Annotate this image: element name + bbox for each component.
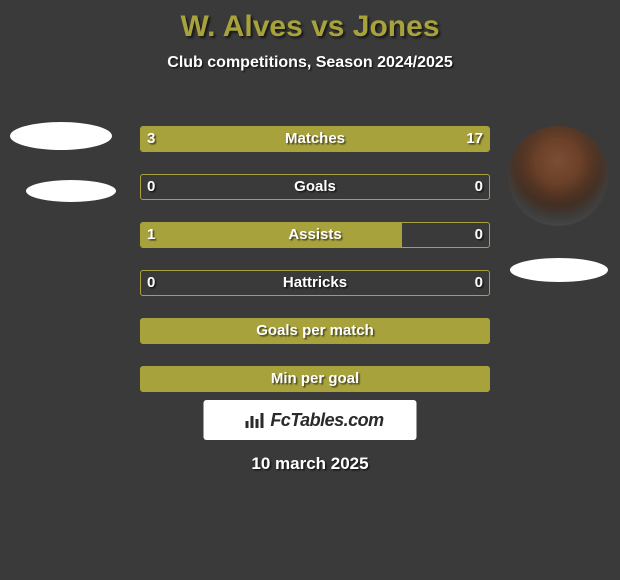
comparison-infographic: W. Alves vs Jones Club competitions, Sea…	[0, 0, 620, 580]
bar-label: Goals per match	[141, 319, 489, 343]
stat-bars: 317Matches 00Goals 10Assists 00Hattricks Goa…	[140, 126, 490, 414]
page-title: W. Alves vs Jones	[0, 0, 620, 44]
bar-label: Min per goal	[141, 367, 489, 391]
chart-bars-icon	[244, 411, 266, 429]
stat-bar-assists: 10Assists	[140, 222, 490, 248]
bar-label: Goals	[141, 175, 489, 199]
watermark-text: FcTables.com	[270, 410, 383, 431]
player-right-avatar	[508, 126, 608, 226]
stat-bar-matches: 317Matches	[140, 126, 490, 152]
player-right-name-placeholder	[510, 258, 608, 282]
stat-bar-goals-per-match: Goals per match	[140, 318, 490, 344]
bar-label: Hattricks	[141, 271, 489, 295]
watermark: FcTables.com	[204, 400, 417, 440]
page-subtitle: Club competitions, Season 2024/2025	[0, 54, 620, 72]
bar-label: Matches	[141, 127, 489, 151]
stat-bar-min-per-goal: Min per goal	[140, 366, 490, 392]
stat-bar-goals: 00Goals	[140, 174, 490, 200]
date-label: 10 march 2025	[0, 454, 620, 474]
player-left-avatar-placeholder-1	[10, 122, 112, 150]
bar-label: Assists	[141, 223, 489, 247]
player-left-avatar-placeholder-2	[26, 180, 116, 202]
stat-bar-hattricks: 00Hattricks	[140, 270, 490, 296]
